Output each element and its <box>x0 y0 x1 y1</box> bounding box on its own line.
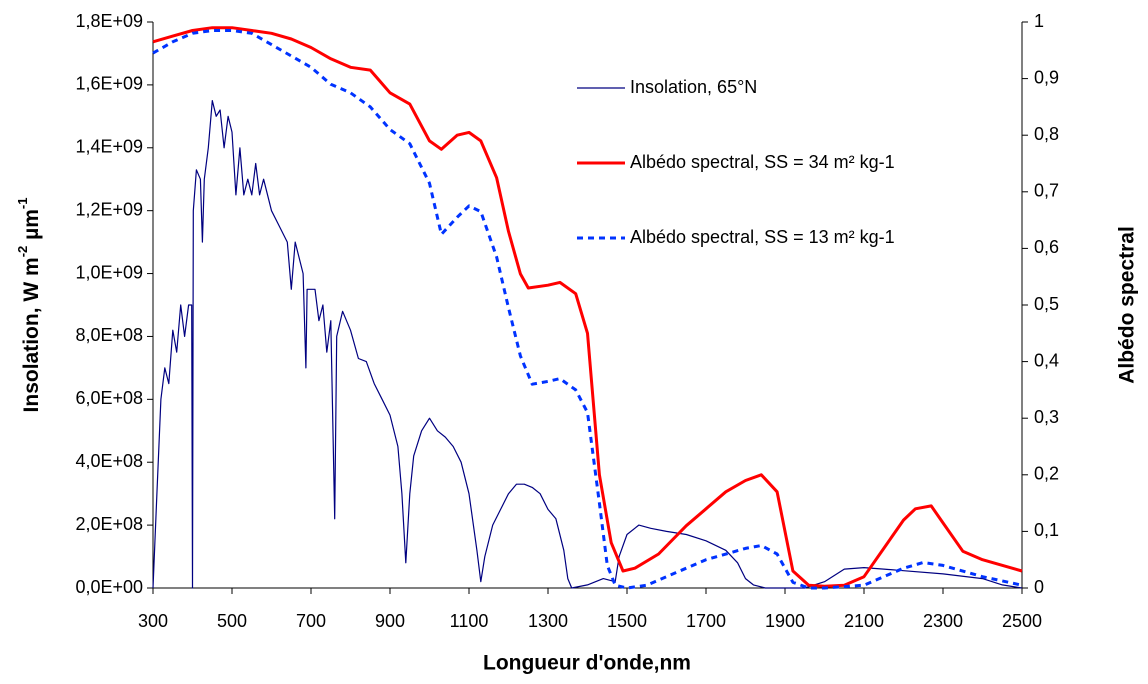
legend-label: Albédo spectral, SS = 13 m² kg-1 <box>630 227 895 247</box>
series-line <box>152 26 1023 588</box>
y-tick-label: 0,0E+00 <box>75 577 143 597</box>
y-tick-label: 8,0E+08 <box>75 325 143 345</box>
x-tick-label: 700 <box>296 611 326 631</box>
series-line <box>152 29 1023 590</box>
y2-tick-label: 0,4 <box>1034 350 1059 370</box>
y2-tick-label: 0 <box>1034 577 1044 597</box>
y2-tick-label: 0,1 <box>1034 520 1059 540</box>
x-tick-label: 1500 <box>607 611 647 631</box>
x-axis-label: Longueur d'onde,nm <box>483 652 691 675</box>
y-axis-label: Insolation, W m-2 µm-1 <box>15 198 42 413</box>
x-tick-label: 1100 <box>450 611 489 631</box>
legend-label: Insolation, 65°N <box>630 77 757 97</box>
y2-tick-label: 0,8 <box>1034 124 1059 144</box>
x-tick-label: 1900 <box>765 611 805 631</box>
y2-tick-label: 1 <box>1034 11 1044 31</box>
legend-label: Albédo spectral, SS = 34 m² kg-1 <box>630 152 895 172</box>
y2-tick-label: 0,7 <box>1034 181 1059 201</box>
y2-axis-label: Albédo spectral <box>1116 226 1139 384</box>
y-tick-label: 1,0E+09 <box>75 262 143 282</box>
x-tick-label: 500 <box>217 611 247 631</box>
series-line <box>152 100 1023 589</box>
y-tick-label: 6,0E+08 <box>75 388 143 408</box>
y-label-sup: -1 <box>15 198 30 210</box>
y2-tick-label: 0,3 <box>1034 407 1059 427</box>
y-tick-label: 1,6E+09 <box>75 74 143 94</box>
y2-tick-label: 0,9 <box>1034 67 1059 87</box>
y2-tick-label: 0,2 <box>1034 464 1059 484</box>
x-tick-label: 1700 <box>686 611 726 631</box>
y-tick-label: 1,2E+09 <box>75 199 143 219</box>
y-label-part: Insolation, W m <box>20 257 43 412</box>
x-tick-label: 300 <box>138 611 168 631</box>
x-tick-label: 2100 <box>844 611 884 631</box>
x-tick-label: 2300 <box>923 611 963 631</box>
y2-tick-label: 0,5 <box>1034 294 1059 314</box>
y-tick-label: 1,8E+09 <box>75 11 143 31</box>
y-label-part: µm <box>20 209 43 246</box>
y2-tick-label: 0,6 <box>1034 237 1059 257</box>
y-tick-label: 2,0E+08 <box>75 514 143 534</box>
y-tick-label: 4,0E+08 <box>75 451 143 471</box>
x-tick-label: 2500 <box>1002 611 1042 631</box>
y-tick-label: 1,4E+09 <box>75 137 143 157</box>
x-tick-label: 900 <box>375 611 405 631</box>
x-tick-label: 1300 <box>528 611 568 631</box>
y-label-sup: -2 <box>15 246 30 258</box>
